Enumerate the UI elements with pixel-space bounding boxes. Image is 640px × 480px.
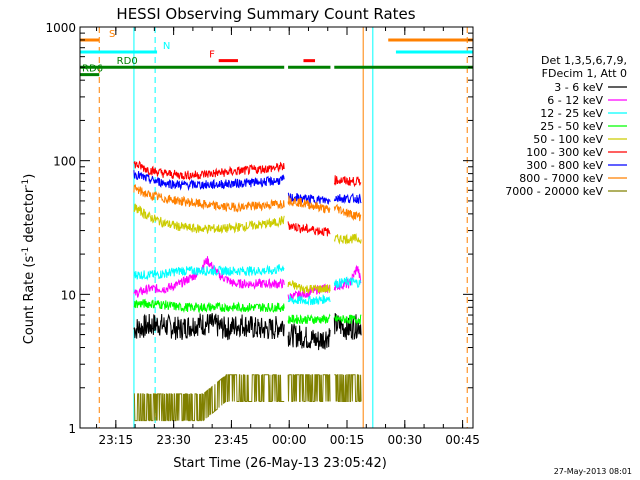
legend-header-line: FDecim 1, Att 0 (542, 67, 627, 80)
plot-area: S N F RD6 RD0 (79, 27, 473, 428)
series-100-300-kev-seg3 (333, 175, 362, 188)
series-300-800-kev-seg1 (133, 170, 285, 192)
series-100-300-kev-seg2 (287, 221, 331, 237)
plot-frame (79, 26, 474, 429)
x-tick-label: 00:15 (330, 433, 365, 447)
legend-entry-label: 800 - 7000 keV (519, 172, 603, 185)
flag-rd0-label: RD0 (117, 56, 138, 67)
series-25-50-kev-seg3 (333, 314, 362, 325)
flag-n-label: N (163, 41, 170, 52)
legend-entry-label: 12 - 25 keV (540, 107, 603, 120)
x-tick-label: 00:30 (388, 433, 423, 447)
series-7000-20000-kev-seg2 (287, 374, 331, 402)
legend-entry-label: 3 - 6 keV (554, 81, 603, 94)
x-tick-label: 23:45 (214, 433, 249, 447)
y-tick-label: 1000 (45, 21, 76, 35)
series-12-25-kev-seg3 (333, 276, 362, 289)
chart-title: HESSI Observing Summary Count Rates (116, 5, 415, 23)
series-300-800-kev-seg3 (333, 192, 362, 205)
x-axis-label: Start Time (26-May-13 23:05:42) (173, 456, 387, 471)
series-7000-20000-kev-seg1 (133, 374, 285, 422)
legend-entry-label: 6 - 12 keV (547, 94, 603, 107)
flag-s-label: S (109, 29, 115, 40)
series-3-6-kev-seg1 (133, 313, 285, 341)
series-50-100-kev-seg2 (287, 279, 331, 294)
legend: Det 1,3,5,6,7,9,FDecim 1, Att 03 - 6 keV… (505, 54, 627, 198)
series-7000-20000-kev-seg3 (334, 374, 362, 402)
legend-header-line: Det 1,3,5,6,7,9, (541, 54, 627, 67)
series-25-50-kev-seg1 (133, 298, 285, 314)
x-tick-label: 00:00 (272, 433, 307, 447)
series-25-50-kev-seg2 (287, 313, 331, 325)
series-50-100-kev-seg3 (333, 233, 362, 245)
legend-entry-label: 100 - 300 keV (526, 146, 603, 159)
x-tick-label: 00:45 (445, 433, 480, 447)
x-tick-label: 23:15 (99, 433, 134, 447)
series-800-7000-kev-seg2 (287, 195, 331, 214)
y-tick-label: 100 (53, 155, 76, 169)
axes: 23:15 23:30 23:45 00:00 00:15 00:30 00:45 1 10 10… (45, 21, 479, 447)
legend-entry-label: 25 - 50 keV (540, 120, 603, 133)
timestamp: 27-May-2013 08:01 (553, 467, 632, 476)
flag-f-label: F (209, 50, 215, 61)
y-tick-label: 1 (68, 422, 76, 436)
flag-rd6-label: RD6 (82, 64, 103, 75)
x-tick-label: 23:30 (156, 433, 191, 447)
series-100-300-kev-seg1 (133, 160, 285, 181)
series-800-7000-kev-seg1 (133, 184, 285, 213)
series-12-25-kev-seg1 (133, 264, 285, 281)
y-tick-label: 10 (61, 288, 76, 302)
series-800-7000-kev-seg3 (333, 203, 362, 222)
series-50-100-kev-seg1 (133, 203, 285, 235)
legend-entry-label: 7000 - 20000 keV (505, 185, 603, 198)
legend-entry-label: 300 - 800 keV (526, 159, 603, 172)
y-axis-label: Count Rate (s-1 detector-1) (21, 174, 37, 345)
series-3-6-kev-seg2 (287, 323, 331, 351)
series-12-25-kev-seg2 (287, 294, 331, 306)
legend-entry-label: 50 - 100 keV (533, 133, 603, 146)
series-6-12-kev-seg1 (133, 256, 285, 298)
